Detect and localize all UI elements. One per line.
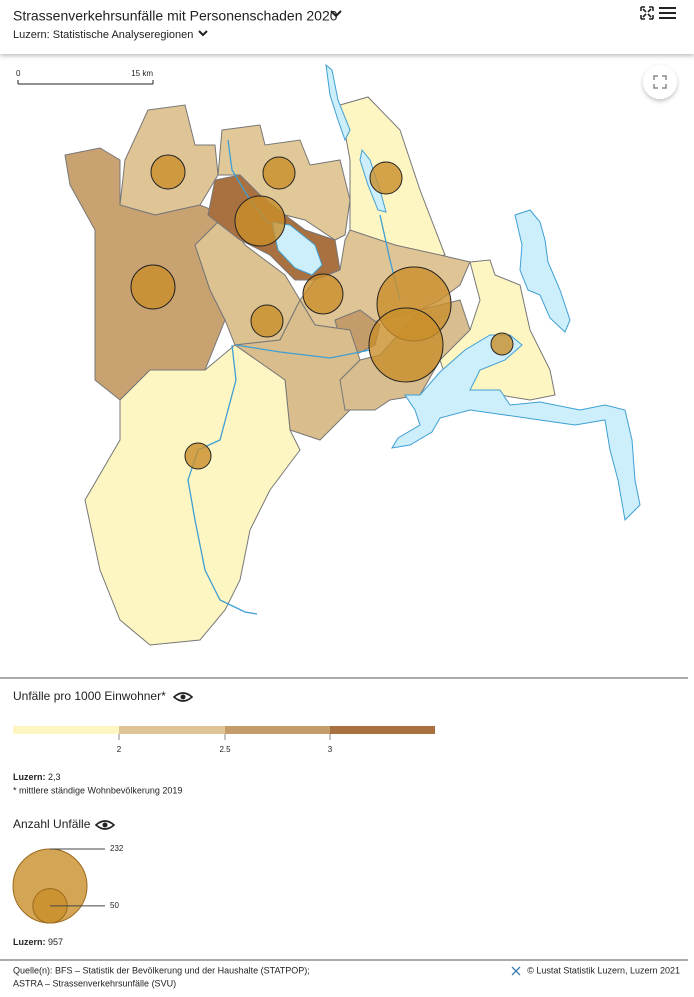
- bubble[interactable]: [250, 304, 284, 338]
- scale-tick-label: 2: [117, 745, 122, 754]
- summary-value: 957: [48, 937, 63, 947]
- subtitle-dropdown[interactable]: [198, 30, 208, 37]
- visibility-toggle[interactable]: [172, 692, 194, 702]
- rate-summary: Luzern: 2,3: [13, 772, 61, 782]
- visibility-toggle[interactable]: [94, 820, 116, 830]
- scale-end: 15 km: [131, 69, 153, 78]
- source: ASTRA – Strassenverkehrsunfälle (SVU): [13, 978, 176, 988]
- rate-note: * mittlere ständige Wohnbevölkerung 2019: [13, 785, 182, 795]
- source: Quelle(n): BFS – Statistik der Bevölkeru…: [13, 965, 310, 975]
- lake: [391, 334, 641, 522]
- bubble[interactable]: [369, 161, 403, 195]
- lake: [271, 221, 323, 276]
- summary-value: 2,3: [48, 772, 61, 782]
- header-bar: [0, 0, 694, 54]
- summary-label: Luzern:: [13, 772, 46, 782]
- lustat-logo: [511, 966, 521, 976]
- bubble[interactable]: [184, 442, 212, 470]
- credit: © Lustat Statistik Luzern, Luzern 2021: [527, 965, 680, 975]
- scale-tick-label: 3: [328, 745, 333, 754]
- lake: [325, 63, 351, 142]
- scale-tick-label: 2.5: [219, 745, 231, 754]
- bubble[interactable]: [490, 332, 514, 356]
- summary-label: Luzern:: [13, 937, 46, 947]
- expand-icon[interactable]: [640, 6, 654, 20]
- bubble[interactable]: [234, 195, 286, 247]
- scale-bar: [17, 80, 154, 85]
- bubbles: [130, 154, 514, 470]
- menu-icon[interactable]: [659, 7, 676, 19]
- fullscreen-button[interactable]: [643, 65, 677, 99]
- rate-legend-title: Unfälle pro 1000 Einwohner*: [13, 689, 166, 703]
- bubble[interactable]: [368, 307, 444, 383]
- bubble[interactable]: [302, 273, 344, 315]
- bubble[interactable]: [130, 264, 176, 310]
- subtitle: Luzern: Statistische Analyseregionen: [13, 29, 193, 41]
- fullscreen-icon: [653, 75, 667, 89]
- scale-start: 0: [16, 69, 21, 78]
- title: Strassenverkehrsunfälle mit Personenscha…: [13, 8, 338, 24]
- bubble[interactable]: [150, 154, 186, 190]
- region[interactable]: [84, 344, 301, 646]
- regions: [64, 96, 556, 646]
- lake: [514, 209, 571, 333]
- legend-bubble-label: 232: [110, 844, 124, 853]
- title-dropdown[interactable]: [330, 10, 342, 18]
- count-summary: Luzern: 957: [13, 937, 63, 947]
- bubble[interactable]: [262, 156, 296, 190]
- color-scale: [13, 726, 435, 734]
- legend-bubble-label: 50: [110, 901, 119, 910]
- river: [235, 344, 371, 359]
- count-legend-title: Anzahl Unfälle: [13, 817, 91, 831]
- river: [187, 344, 258, 615]
